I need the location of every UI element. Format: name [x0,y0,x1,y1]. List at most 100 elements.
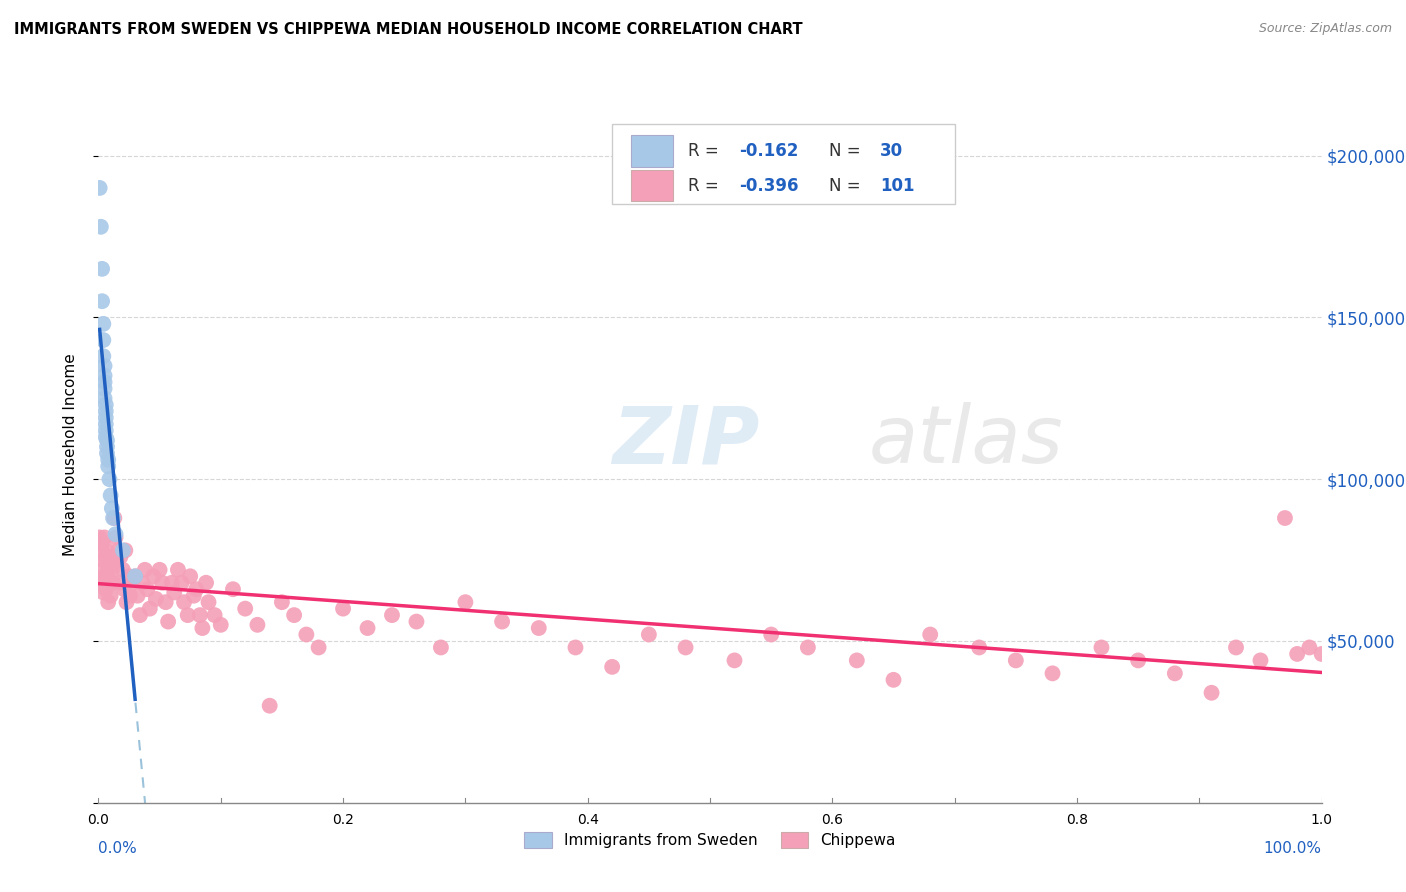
Point [94,398,117,412]
Text: R =: R = [688,177,724,194]
Text: N =: N = [828,177,866,194]
Point [101,575,124,590]
Point [94,410,117,425]
Point [1201,686,1223,700]
Point [120,589,142,603]
Point [845,653,868,667]
Point [93,368,115,383]
Point [600,660,623,674]
Point [186,582,208,597]
Point [94,582,117,597]
Point [91,317,114,331]
Point [173,595,195,609]
Point [454,595,477,609]
Point [94,417,117,432]
Point [96,543,118,558]
Point [105,553,128,567]
Point [308,640,330,655]
Point [89,181,111,195]
Point [129,608,152,623]
Point [96,446,118,460]
Legend: Immigrants from Sweden, Chippewa: Immigrants from Sweden, Chippewa [519,826,901,855]
Point [91,261,114,276]
Point [121,575,143,590]
Point [222,582,245,597]
Point [1128,653,1150,667]
Point [94,424,117,438]
Point [491,615,513,629]
Point [111,563,134,577]
Point [91,537,114,551]
Bar [630,170,673,202]
Text: -0.162: -0.162 [740,142,799,160]
Point [93,569,115,583]
Point [1090,640,1112,655]
Bar [630,136,673,167]
Point [295,627,318,641]
Point [1004,653,1026,667]
Point [183,589,205,603]
Point [93,531,115,545]
Point [98,549,121,564]
Point [100,589,122,603]
Point [96,569,118,583]
Point [93,392,115,406]
Point [332,601,354,615]
Point [177,608,200,623]
Point [1249,653,1271,667]
Point [1225,640,1247,655]
Point [638,627,661,641]
Point [149,563,172,577]
Point [723,653,745,667]
Point [90,575,112,590]
Point [1286,647,1309,661]
Point [191,621,214,635]
Point [97,595,120,609]
Point [527,621,550,635]
Point [111,543,134,558]
Point [94,404,117,418]
Point [104,527,127,541]
Point [675,640,697,655]
Point [94,430,117,444]
Point [118,569,141,583]
Point [124,569,146,583]
Point [160,575,183,590]
Point [91,553,114,567]
Point [91,349,114,363]
Point [233,601,256,615]
Point [155,595,177,609]
Point [188,608,211,623]
Point [761,627,783,641]
Point [136,582,159,597]
Text: -0.396: -0.396 [740,177,799,194]
Text: 101: 101 [880,177,914,194]
Text: N =: N = [828,142,866,160]
Point [127,589,149,603]
Point [356,621,378,635]
Point [283,608,305,623]
Point [195,575,218,590]
FancyBboxPatch shape [612,124,955,204]
Point [97,452,120,467]
Point [93,375,115,389]
Point [1164,666,1187,681]
Point [920,627,942,641]
Point [150,575,173,590]
Point [1298,640,1320,655]
Point [94,549,117,564]
Point [114,543,136,558]
Point [112,582,135,597]
Point [90,543,112,558]
Point [246,617,269,632]
Text: IMMIGRANTS FROM SWEDEN VS CHIPPEWA MEDIAN HOUSEHOLD INCOME CORRELATION CHART: IMMIGRANTS FROM SWEDEN VS CHIPPEWA MEDIA… [14,22,803,37]
Point [134,563,156,577]
Text: 30: 30 [880,142,903,160]
Text: atlas: atlas [869,402,1064,480]
Point [197,595,219,609]
Point [107,543,129,558]
Point [110,549,132,564]
Point [1042,666,1064,681]
Point [797,640,820,655]
Point [170,575,193,590]
